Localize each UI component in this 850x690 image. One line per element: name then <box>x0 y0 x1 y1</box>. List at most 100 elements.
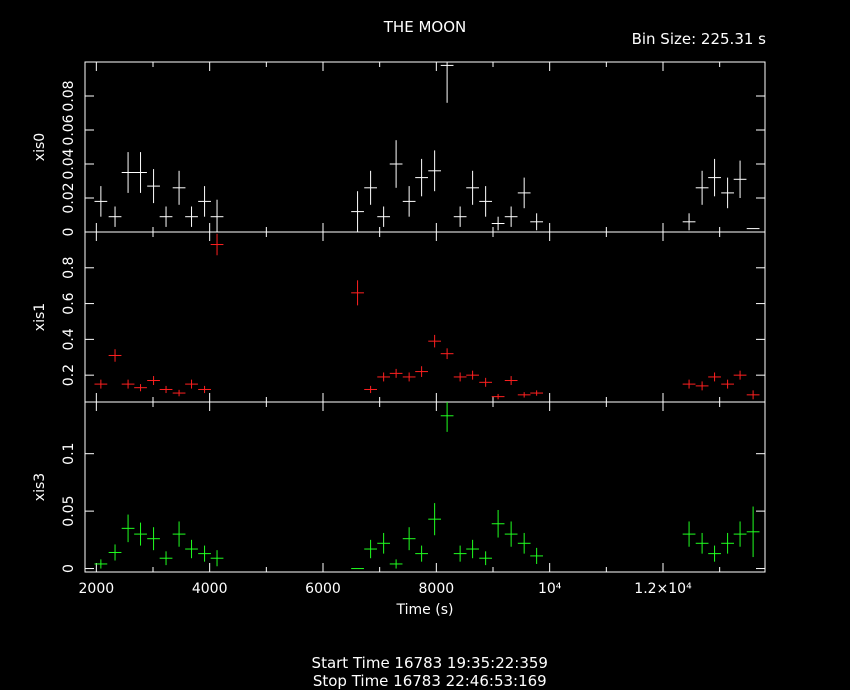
x-tick-label: 10⁴ <box>538 581 562 597</box>
data-point-xis1 <box>121 379 135 389</box>
data-point-xis1 <box>108 349 122 362</box>
data-point-xis0 <box>351 191 364 232</box>
data-point-xis1 <box>479 377 493 387</box>
x-tick-label: 8000 <box>419 581 455 597</box>
panel-frame-xis1 <box>84 231 766 403</box>
data-point-xis3 <box>682 521 696 547</box>
data-point-xis3 <box>733 521 747 547</box>
y-tick-label: 0.05 <box>61 496 77 527</box>
y-axis-label-xis0: xis0 <box>32 133 48 161</box>
data-point-xis0 <box>134 152 147 193</box>
data-point-xis0 <box>440 62 454 103</box>
time-range-footer: Start Time 16783 19:35:22:359 Stop Time … <box>0 636 850 690</box>
start-time-label: Start Time 16783 19:35:22:359 <box>311 654 548 672</box>
data-point-xis3 <box>147 527 160 551</box>
data-point-xis3 <box>708 545 721 562</box>
data-point-xis1 <box>172 389 186 397</box>
data-point-xis1 <box>453 372 467 382</box>
data-point-xis0 <box>415 158 428 197</box>
data-point-xis1 <box>428 334 442 348</box>
data-point-xis0 <box>198 186 211 217</box>
data-point-xis3 <box>428 503 442 536</box>
data-point-xis3 <box>466 539 479 559</box>
data-point-xis0 <box>708 158 721 197</box>
y-tick-label: 0 <box>61 564 77 573</box>
data-point-xis3 <box>721 532 734 554</box>
data-point-xis0 <box>185 206 198 227</box>
data-point-xis3 <box>453 545 467 562</box>
data-point-xis1 <box>733 370 747 380</box>
data-point-xis1 <box>466 370 479 380</box>
data-point-xis3 <box>185 539 198 559</box>
y-tick-label: 0.4 <box>61 328 77 350</box>
data-point-xis1 <box>517 392 531 398</box>
y-tick-label: 0.1 <box>61 443 77 465</box>
y-tick-label: 0.2 <box>61 364 77 386</box>
data-point-xis1 <box>377 372 391 382</box>
data-point-xis1 <box>491 393 505 400</box>
data-point-xis1 <box>402 372 416 382</box>
y-tick-label: 0.02 <box>61 182 77 213</box>
y-tick-label: 0.04 <box>61 148 77 179</box>
data-point-xis3 <box>172 521 186 547</box>
data-point-xis3 <box>517 532 531 554</box>
data-point-xis0 <box>172 170 186 205</box>
data-point-xis1 <box>721 379 734 389</box>
data-point-xis0 <box>94 186 108 217</box>
data-point-xis0 <box>517 177 531 209</box>
data-point-xis0 <box>682 213 696 231</box>
x-tick-label: 6000 <box>305 581 341 597</box>
data-point-xis0 <box>695 170 709 205</box>
y-tick-label: 0 <box>61 228 77 237</box>
data-point-xis3 <box>94 559 108 569</box>
data-point-xis0 <box>389 140 403 188</box>
data-point-xis1 <box>134 384 147 392</box>
data-point-xis3 <box>134 522 147 546</box>
data-point-xis1 <box>364 385 377 394</box>
data-point-xis1 <box>530 390 544 396</box>
data-point-xis3 <box>746 506 760 558</box>
data-point-xis0 <box>147 169 160 204</box>
data-point-xis1 <box>708 372 721 382</box>
data-point-xis0 <box>479 186 493 217</box>
data-point-xis3 <box>377 532 391 554</box>
data-point-xis0 <box>530 213 544 231</box>
stop-time-label: Stop Time 16783 22:46:53:169 <box>312 672 547 690</box>
data-point-xis3 <box>108 544 122 561</box>
bin-size-label: Bin Size: 225.31 s <box>631 30 766 48</box>
data-point-xis3 <box>491 509 505 538</box>
data-point-xis3 <box>530 547 544 564</box>
y-tick-label: 0.06 <box>61 114 77 145</box>
data-point-xis3 <box>695 532 709 554</box>
data-point-xis3 <box>198 545 211 562</box>
data-point-xis0 <box>108 206 122 227</box>
panel-frame-xis3 <box>84 401 766 573</box>
chart-title: THE MOON <box>383 18 467 36</box>
data-point-xis0 <box>733 160 747 198</box>
data-point-xis3 <box>210 550 224 567</box>
data-point-xis1 <box>440 348 454 360</box>
data-point-xis1 <box>682 379 696 389</box>
x-tick-label: 2000 <box>79 581 115 597</box>
data-point-xis0 <box>402 186 416 217</box>
data-point-xis3 <box>415 545 428 562</box>
data-point-xis0 <box>466 170 479 205</box>
data-point-xis1 <box>147 376 160 385</box>
data-point-xis3 <box>159 551 173 566</box>
data-point-xis1 <box>351 280 364 306</box>
data-point-xis1 <box>159 385 173 394</box>
data-point-xis0 <box>121 152 135 193</box>
data-point-xis1 <box>198 385 211 394</box>
data-point-xis3 <box>440 402 454 432</box>
panel-frame-xis0 <box>84 61 766 233</box>
data-point-xis0 <box>210 199 224 232</box>
data-point-xis0 <box>377 206 391 227</box>
data-point-xis3 <box>364 539 377 559</box>
x-tick-label: 1.2×10⁴ <box>634 581 692 597</box>
data-point-xis3 <box>402 527 416 551</box>
data-point-xis0 <box>428 150 442 192</box>
data-point-xis0 <box>364 170 377 205</box>
data-point-xis1 <box>415 366 428 377</box>
data-point-xis1 <box>504 376 518 385</box>
